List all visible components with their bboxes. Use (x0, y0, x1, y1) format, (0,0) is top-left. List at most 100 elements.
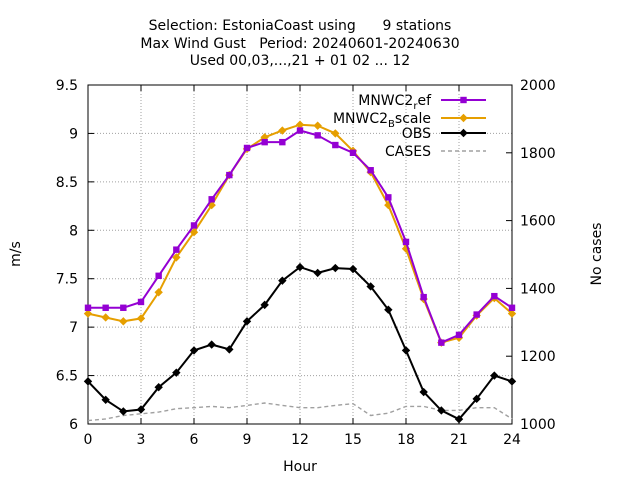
data-point (278, 276, 287, 285)
data-point (208, 196, 215, 203)
data-point (101, 395, 110, 404)
data-point (207, 340, 216, 349)
data-point (313, 121, 322, 130)
data-point (154, 288, 163, 297)
data-point (83, 309, 93, 318)
series-0 (84, 127, 516, 346)
y2-axis-label: No cases (589, 223, 605, 286)
y-tick-label: 7 (69, 320, 78, 336)
y2-tick-label: 1800 (520, 146, 556, 162)
data-point (154, 382, 163, 392)
x-tick-label: 24 (503, 432, 521, 448)
data-point (367, 167, 374, 174)
series-3 (87, 402, 513, 422)
x-tick-label: 15 (344, 432, 362, 448)
data-point (331, 263, 340, 273)
data-point (402, 238, 410, 246)
x-axis-label: Hour (283, 459, 317, 475)
data-point (314, 132, 321, 139)
data-point (295, 120, 305, 129)
y-tick-label: 8.5 (56, 175, 78, 191)
data-point (102, 304, 109, 311)
x-tick-label: 0 (84, 432, 93, 448)
series-2 (83, 262, 517, 424)
legend-label: CASES (385, 144, 431, 160)
data-point (490, 371, 499, 380)
data-point (438, 339, 445, 346)
x-tick-label: 21 (450, 432, 468, 448)
legend-marker (459, 113, 468, 123)
data-point (173, 246, 180, 253)
data-point (155, 272, 162, 280)
data-point (190, 222, 198, 229)
data-point (278, 126, 287, 135)
data-point (437, 406, 446, 415)
y-tick-label: 6 (69, 417, 78, 433)
data-point (472, 394, 481, 404)
legend-marker (459, 128, 468, 138)
data-point (83, 377, 93, 386)
data-point (419, 387, 428, 397)
data-point (366, 282, 375, 291)
data-point (295, 262, 305, 272)
series-group (83, 120, 517, 424)
data-point (172, 253, 181, 262)
y-tick-label: 8 (69, 223, 78, 239)
data-point (401, 346, 411, 355)
y-tick-label: 7.5 (56, 272, 78, 288)
data-point (508, 304, 516, 311)
data-point (136, 314, 146, 323)
data-point (189, 346, 199, 355)
title-line-2: Max Wind Gust Period: 20240601-20240630 (140, 36, 459, 52)
data-point (119, 407, 128, 416)
y-tick-label: 6.5 (56, 369, 78, 385)
data-point (420, 293, 427, 301)
data-point (384, 305, 393, 314)
x-tick-label: 12 (291, 432, 309, 448)
data-point (225, 345, 234, 354)
data-point (455, 331, 463, 339)
chart-title: Selection: EstoniaCoast using 9 stations… (140, 18, 459, 69)
title-line-1: Selection: EstoniaCoast using 9 stations (149, 18, 452, 34)
series-line (87, 402, 513, 422)
legend-marker (460, 96, 467, 104)
data-point (507, 309, 517, 318)
data-point (243, 144, 251, 152)
legend-label: OBS (402, 126, 431, 142)
data-point (261, 138, 268, 146)
data-point (84, 304, 92, 311)
data-point (331, 129, 340, 138)
data-point (226, 171, 233, 179)
data-point (296, 127, 304, 134)
data-point (313, 268, 322, 278)
data-point (349, 149, 357, 156)
data-point (401, 244, 411, 253)
title-line-3: Used 00,03,...,21 + 01 02 ... 12 (190, 53, 410, 69)
y-tick-label: 9.5 (56, 78, 78, 94)
y2-tick-label: 1200 (520, 349, 556, 365)
x-tick-label: 3 (137, 432, 146, 448)
data-point (491, 292, 498, 300)
axis-ticks: 0 3 6 9 12 15 18 21 24 6 6.5 7 7.5 8 8.5 9 9.5 1000 1200 14… (56, 78, 556, 448)
grid (88, 85, 512, 424)
data-point (101, 313, 110, 322)
legend-label: MNWC2Bscale (333, 111, 431, 130)
x-tick-label: 9 (243, 432, 252, 448)
data-point (242, 317, 252, 326)
data-point (454, 414, 464, 424)
legend-entry-2: OBS (402, 126, 486, 142)
y2-tick-label: 2000 (520, 78, 556, 94)
data-point (136, 405, 146, 414)
data-point (120, 304, 127, 311)
data-point (348, 264, 358, 274)
data-point (172, 368, 181, 377)
y-axis-label: m/s (8, 241, 24, 267)
x-tick-label: 6 (190, 432, 199, 448)
data-point (137, 298, 145, 306)
y-tick-label: 9 (69, 126, 78, 142)
legend-entry-1: MNWC2Bscale (333, 111, 486, 130)
data-point (189, 228, 199, 237)
legend-entry-3: CASES (385, 144, 486, 160)
